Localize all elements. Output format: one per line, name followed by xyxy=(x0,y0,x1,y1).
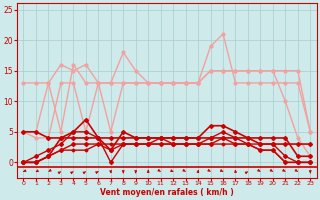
X-axis label: Vent moyen/en rafales ( km/h ): Vent moyen/en rafales ( km/h ) xyxy=(100,188,234,197)
